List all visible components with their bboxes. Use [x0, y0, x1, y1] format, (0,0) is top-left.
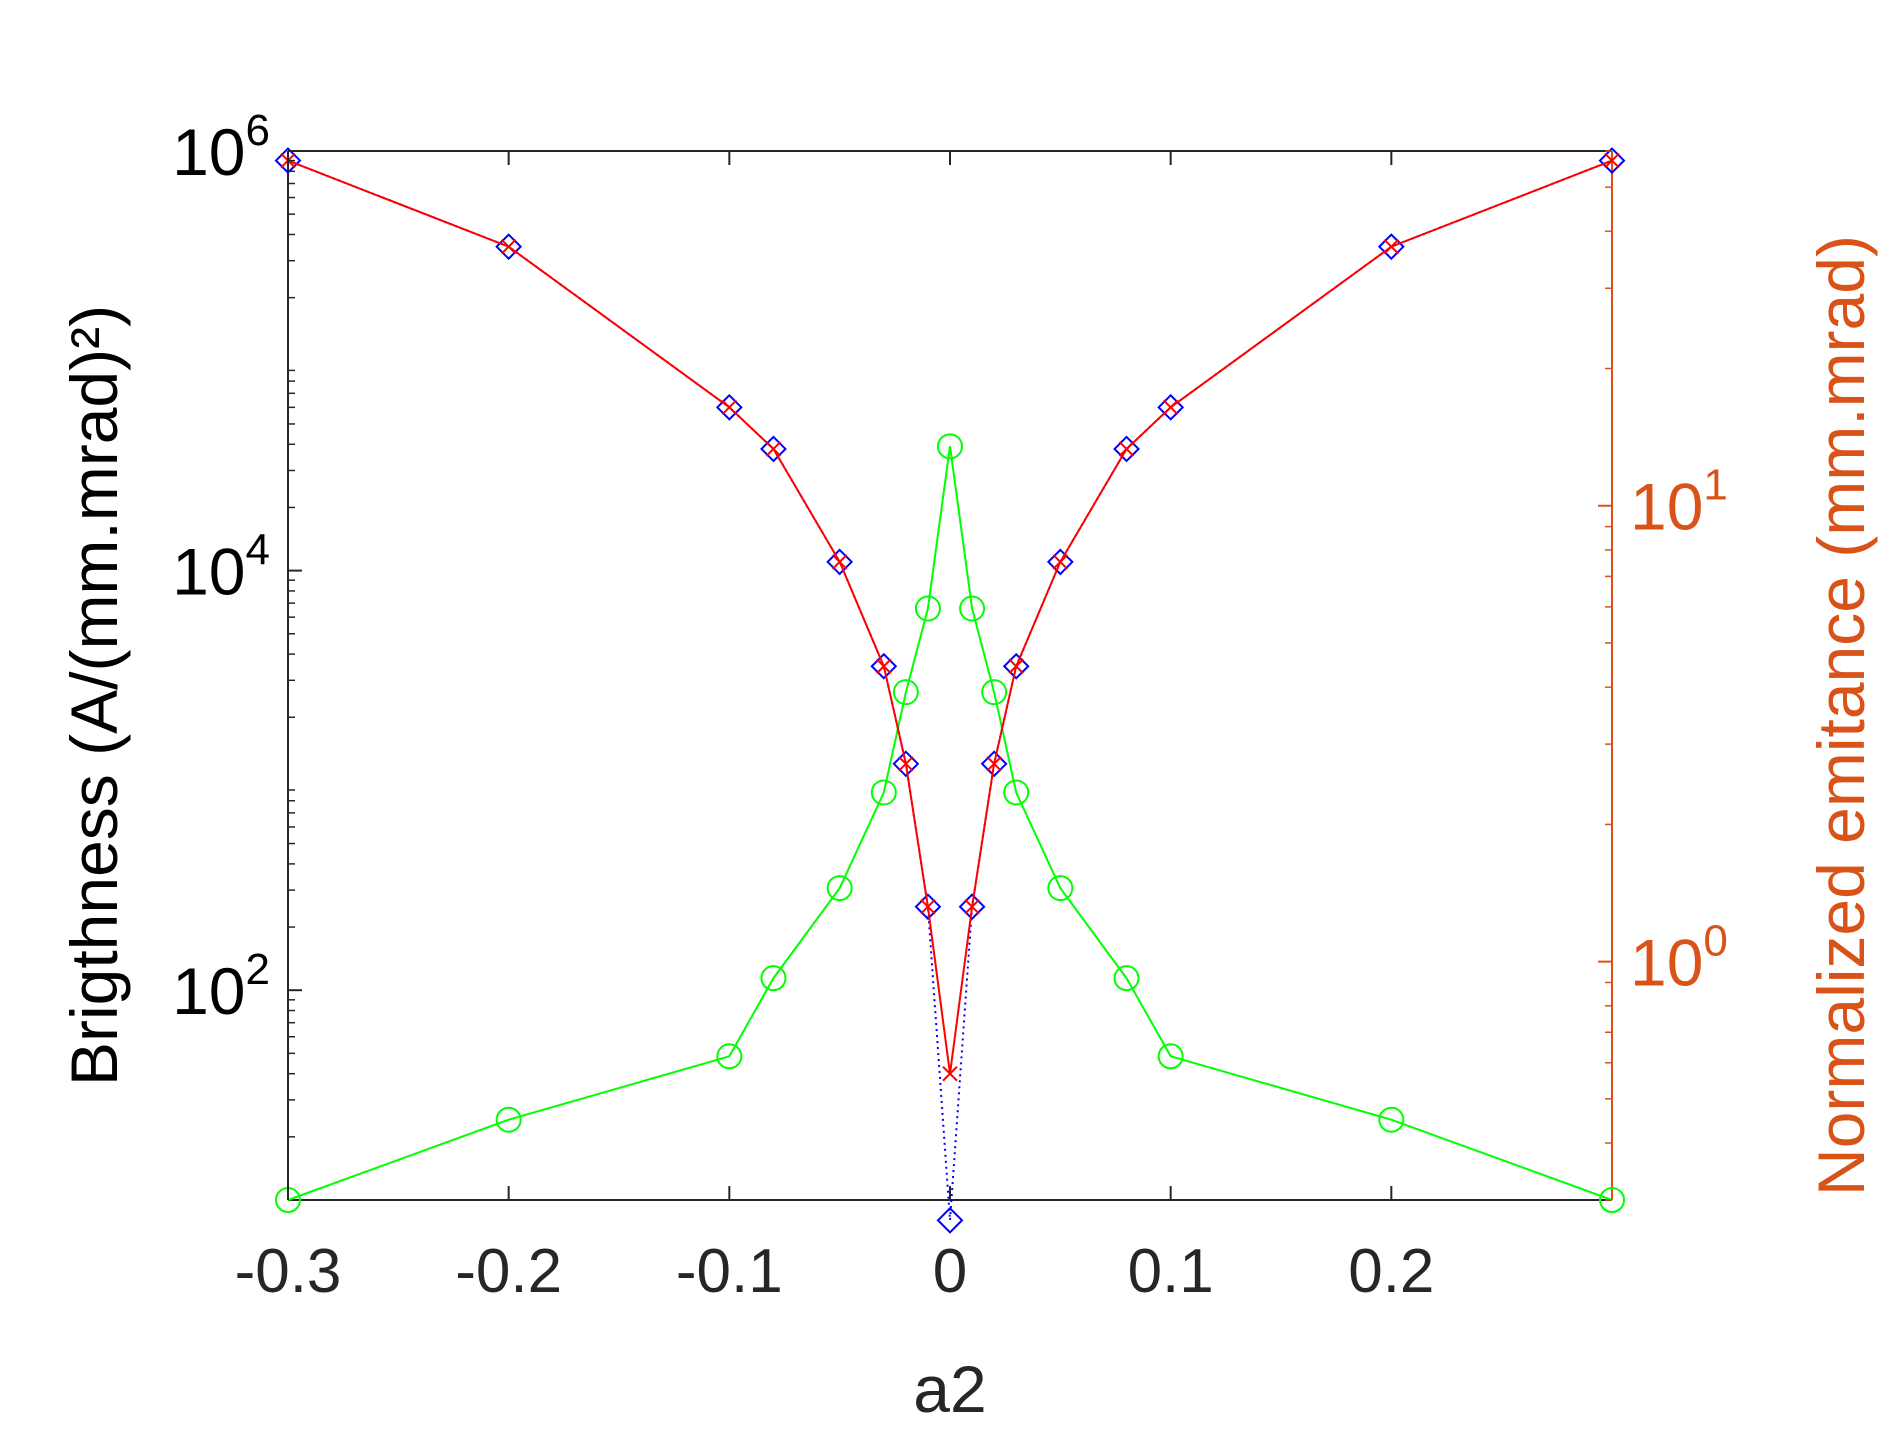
diamond-marker: [1113, 435, 1140, 463]
plot-frame: [287, 150, 1613, 1201]
x-marker: [942, 1065, 958, 1082]
tick-base: 10: [1630, 926, 1703, 1000]
x-marker: [986, 756, 1002, 772]
y-left-tick-label: 106: [172, 106, 270, 189]
x-tick-label: -0.2: [455, 1237, 562, 1306]
circle-marker: [1047, 875, 1074, 902]
diamond-marker: [1157, 393, 1185, 421]
tick-exponent: 2: [246, 945, 270, 994]
tick-exponent: 4: [246, 526, 270, 575]
diamond-marker: [892, 750, 920, 778]
x-tick-label: 0: [933, 1237, 967, 1306]
diamond-marker: [274, 147, 302, 175]
circle-marker: [1113, 965, 1140, 992]
diamond-marker: [826, 548, 854, 576]
circle-marker: [914, 595, 941, 622]
x-tick-label: -0.3: [235, 1237, 342, 1306]
circle-marker: [1378, 1106, 1405, 1133]
series-line-circle: [287, 446, 1613, 1201]
x-axis-label: a2: [913, 1352, 986, 1426]
circle-marker: [870, 779, 897, 806]
series-layer: [274, 147, 1626, 1234]
diamond-marker: [936, 1206, 964, 1234]
circle-marker: [959, 595, 986, 622]
circle-marker: [1599, 1187, 1625, 1213]
circle-marker: [1157, 1043, 1184, 1070]
circle-marker: [826, 875, 853, 902]
x-marker: [1008, 658, 1024, 674]
tick-base: 10: [172, 115, 245, 189]
x-marker: [920, 899, 936, 915]
circle-marker: [892, 679, 919, 706]
circle-marker: [760, 965, 787, 992]
circle-marker: [937, 433, 963, 460]
series-line-diamond: [287, 159, 1613, 1221]
x-marker: [1118, 441, 1135, 457]
diamond-marker: [1598, 147, 1626, 175]
x-marker: [765, 441, 782, 457]
x-marker: [1604, 152, 1620, 169]
series-line-x: [287, 159, 1613, 1074]
tick-base: 10: [1630, 470, 1703, 544]
diamond-marker: [715, 393, 743, 421]
y-right-tick-label: 101: [1630, 461, 1728, 544]
diamond-marker: [760, 435, 787, 463]
series-circle: [275, 433, 1625, 1213]
tick-exponent: 6: [246, 106, 270, 155]
y-axis-label-left: Brigthness (A/(mm.mrad)²): [57, 305, 131, 1086]
y-axis-label-right: Normalized emitance (mm.mrad): [1804, 235, 1878, 1196]
x-marker: [1052, 554, 1069, 570]
series-x: [280, 152, 1620, 1082]
tick-base: 10: [172, 954, 245, 1028]
x-tick-label: -0.1: [676, 1237, 783, 1306]
x-marker: [964, 899, 980, 915]
diamond-marker: [870, 652, 898, 680]
y-right-tick-label: 100: [1630, 917, 1728, 1000]
y-left-tick-label: 104: [172, 526, 270, 609]
x-marker: [1383, 238, 1400, 255]
tick-exponent: 1: [1703, 461, 1727, 510]
x-marker: [876, 658, 892, 674]
tick-base: 10: [172, 535, 245, 609]
diamond-marker: [980, 750, 1008, 778]
y-left-tick-label: 102: [172, 945, 270, 1028]
tick-exponent: 0: [1703, 917, 1727, 966]
diamond-marker: [1002, 652, 1030, 680]
circle-marker: [1003, 779, 1030, 806]
diamond-marker: [914, 893, 942, 921]
x-marker: [721, 399, 738, 416]
x-marker: [500, 238, 517, 255]
circle-marker: [716, 1043, 743, 1070]
x-tick-label: 0.2: [1348, 1237, 1434, 1306]
diamond-marker: [1046, 548, 1074, 576]
x-marker: [831, 554, 848, 570]
x-marker: [1162, 399, 1179, 416]
diamond-marker: [958, 893, 986, 921]
circle-marker: [981, 679, 1008, 706]
circle-marker: [495, 1106, 522, 1133]
x-tick-label: 0.1: [1128, 1237, 1214, 1306]
x-marker: [898, 756, 914, 772]
